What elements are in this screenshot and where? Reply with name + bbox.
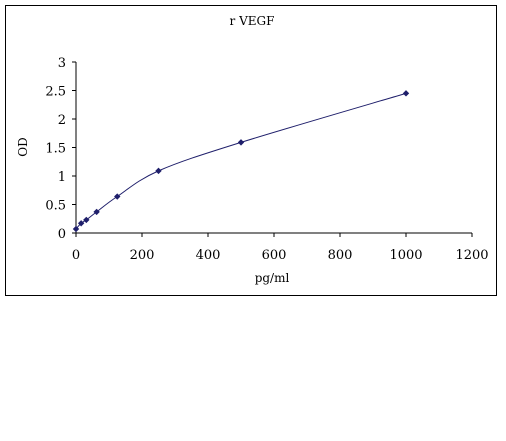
x-tick-label: 400 (196, 248, 221, 263)
x-tick-label: 1000 (389, 248, 422, 263)
data-point (155, 167, 162, 175)
y-tick-label: 0.5 (45, 199, 66, 214)
y-tick-label: 1 (58, 170, 66, 185)
chart-frame (5, 5, 497, 296)
data-point (72, 225, 80, 233)
x-tick-label: 0 (72, 248, 80, 263)
chart-title: r VEGF (230, 14, 275, 28)
x-tick-label: 800 (328, 248, 353, 263)
y-tick-label: 3 (58, 56, 66, 71)
x-tick-label: 1200 (455, 248, 488, 263)
data-point (93, 208, 100, 216)
data-point (114, 193, 121, 200)
series-layer (72, 90, 410, 233)
data-point (77, 220, 85, 227)
x-tick-label: 600 (262, 248, 287, 263)
series-line (75, 92, 407, 230)
data-point (402, 90, 410, 97)
data-point (83, 216, 90, 224)
x-tick-label: 200 (130, 248, 155, 263)
y-axis-title: OD (16, 137, 30, 156)
y-tick-label: 2 (58, 113, 66, 128)
ticks: 0 0.5 1 1.5 2 2.5 3 0 200 400 600 800 1000 1200 (45, 56, 488, 263)
axes (75, 62, 472, 234)
y-tick-label: 0 (58, 227, 66, 242)
y-tick-label: 1.5 (45, 142, 66, 157)
x-axis-title: pg/ml (255, 271, 290, 285)
data-point (237, 139, 245, 146)
y-tick-label: 2.5 (45, 85, 66, 100)
